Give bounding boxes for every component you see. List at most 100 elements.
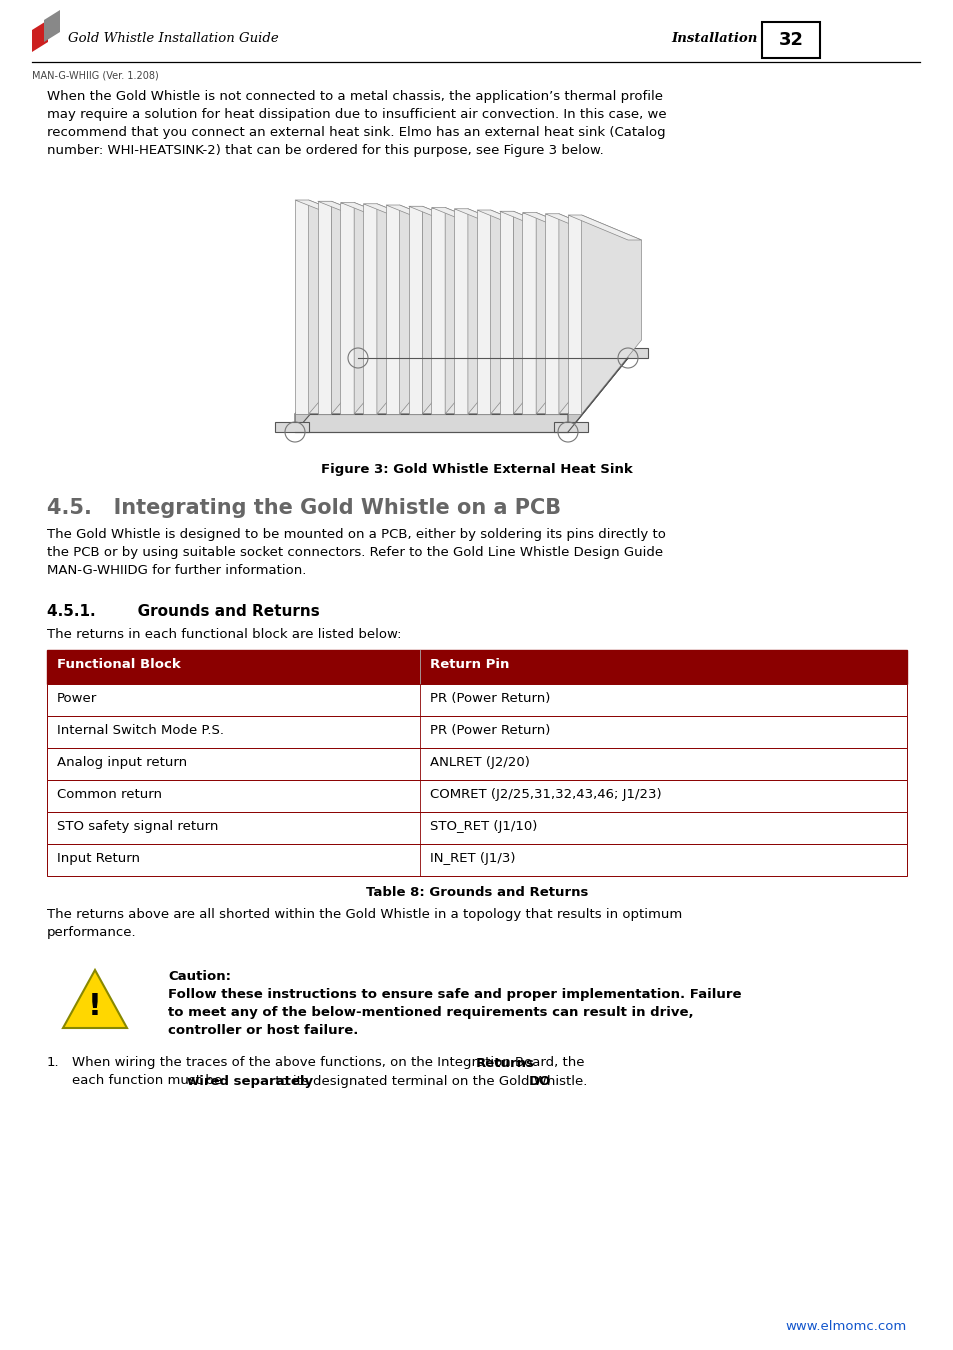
Polygon shape	[545, 213, 618, 239]
Polygon shape	[309, 200, 371, 414]
Polygon shape	[294, 340, 357, 432]
Polygon shape	[340, 202, 416, 228]
Polygon shape	[581, 215, 640, 414]
Polygon shape	[376, 204, 438, 414]
Text: to its designated terminal on the Gold Whistle.: to its designated terminal on the Gold W…	[272, 1075, 592, 1088]
Text: to meet any of the below-mentioned requirements can result in drive,: to meet any of the below-mentioned requi…	[168, 1006, 693, 1019]
Polygon shape	[445, 208, 506, 414]
Polygon shape	[431, 208, 506, 232]
Polygon shape	[467, 209, 529, 414]
Text: Returns: Returns	[476, 1057, 535, 1071]
Bar	[47, 649, 906, 684]
Polygon shape	[386, 205, 461, 230]
Polygon shape	[476, 211, 551, 235]
Text: COMRET (J2/25,31,32,43,46; J1/23): COMRET (J2/25,31,32,43,46; J1/23)	[430, 788, 661, 801]
Text: Figure 3: Gold Whistle External Heat Sink: Figure 3: Gold Whistle External Heat Sin…	[321, 463, 632, 477]
Polygon shape	[63, 971, 127, 1027]
Text: 4.5.   Integrating the Gold Whistle on a PCB: 4.5. Integrating the Gold Whistle on a P…	[47, 498, 560, 518]
Polygon shape	[44, 9, 60, 42]
Text: Internal Switch Mode P.S.: Internal Switch Mode P.S.	[57, 724, 224, 737]
Polygon shape	[567, 215, 640, 240]
Polygon shape	[422, 207, 483, 414]
Text: the PCB or by using suitable socket connectors. Refer to the Gold Line Whistle D: the PCB or by using suitable socket conn…	[47, 545, 662, 559]
Polygon shape	[399, 205, 461, 414]
Polygon shape	[274, 423, 309, 432]
Polygon shape	[32, 20, 48, 53]
Polygon shape	[522, 212, 596, 238]
Polygon shape	[614, 348, 647, 358]
Bar	[47, 748, 906, 780]
Polygon shape	[317, 201, 394, 227]
Text: 32: 32	[778, 31, 802, 49]
Polygon shape	[522, 212, 536, 414]
Polygon shape	[363, 204, 376, 414]
Polygon shape	[340, 202, 354, 414]
Polygon shape	[499, 211, 574, 236]
Polygon shape	[454, 209, 467, 414]
Text: DO: DO	[528, 1075, 551, 1088]
Polygon shape	[294, 340, 627, 414]
Text: When the Gold Whistle is not connected to a metal chassis, the application’s the: When the Gold Whistle is not connected t…	[47, 90, 662, 103]
Polygon shape	[476, 211, 490, 414]
Text: PR (Power Return): PR (Power Return)	[430, 693, 550, 705]
Polygon shape	[490, 211, 551, 414]
Text: Gold Whistle Installation Guide: Gold Whistle Installation Guide	[68, 31, 278, 45]
Text: When wiring the traces of the above functions, on the Integration Board, the: When wiring the traces of the above func…	[71, 1056, 588, 1069]
Polygon shape	[317, 201, 331, 414]
Text: 1.: 1.	[47, 1056, 59, 1069]
Text: Power: Power	[57, 693, 97, 705]
Text: PR (Power Return): PR (Power Return)	[430, 724, 550, 737]
Text: Analog input return: Analog input return	[57, 756, 187, 770]
Text: MAN-G-WHIIDG for further information.: MAN-G-WHIIDG for further information.	[47, 564, 306, 576]
Text: number: WHI-HEATSINK-2) that can be ordered for this purpose, see Figure 3 below: number: WHI-HEATSINK-2) that can be orde…	[47, 144, 603, 157]
Text: STO_RET (J1/10): STO_RET (J1/10)	[430, 819, 537, 833]
Polygon shape	[567, 340, 627, 432]
Polygon shape	[408, 207, 422, 414]
Text: IN_RET (J1/3): IN_RET (J1/3)	[430, 852, 515, 865]
Text: Table 8: Grounds and Returns: Table 8: Grounds and Returns	[365, 886, 588, 899]
Text: Caution:: Caution:	[168, 971, 231, 983]
Polygon shape	[408, 207, 483, 231]
Polygon shape	[386, 205, 399, 414]
Polygon shape	[536, 212, 596, 414]
Text: wired separately: wired separately	[188, 1075, 314, 1088]
Text: Common return: Common return	[57, 788, 162, 801]
Bar	[47, 780, 906, 811]
Polygon shape	[331, 201, 394, 414]
Polygon shape	[354, 202, 416, 414]
Polygon shape	[363, 204, 438, 228]
Polygon shape	[337, 348, 372, 358]
Polygon shape	[567, 215, 581, 414]
Polygon shape	[513, 211, 574, 414]
Text: controller or host failure.: controller or host failure.	[168, 1025, 358, 1037]
Bar	[47, 844, 906, 876]
Bar	[47, 811, 906, 844]
Text: each function must be: each function must be	[71, 1075, 226, 1087]
Text: Installation: Installation	[671, 31, 758, 45]
Text: performance.: performance.	[47, 926, 136, 940]
Text: www.elmomc.com: www.elmomc.com	[785, 1320, 906, 1332]
Polygon shape	[558, 213, 618, 414]
Text: The returns in each functional block are listed below:: The returns in each functional block are…	[47, 628, 401, 641]
Text: Input Return: Input Return	[57, 852, 140, 865]
Polygon shape	[554, 423, 587, 432]
Polygon shape	[545, 213, 558, 414]
Text: MAN-G-WHIIG (Ver. 1.208): MAN-G-WHIIG (Ver. 1.208)	[32, 70, 158, 80]
Bar	[47, 716, 906, 748]
Polygon shape	[294, 200, 371, 225]
Polygon shape	[294, 358, 627, 432]
Polygon shape	[454, 209, 529, 234]
Polygon shape	[294, 200, 309, 414]
Text: STO safety signal return: STO safety signal return	[57, 819, 218, 833]
Text: Functional Block: Functional Block	[57, 657, 180, 671]
Text: Follow these instructions to ensure safe and proper implementation. Failure: Follow these instructions to ensure safe…	[168, 988, 740, 1000]
Text: !: !	[88, 992, 102, 1021]
Text: The Gold Whistle is designed to be mounted on a PCB, either by soldering its pin: The Gold Whistle is designed to be mount…	[47, 528, 665, 541]
Text: 4.5.1.        Grounds and Returns: 4.5.1. Grounds and Returns	[47, 603, 319, 620]
Text: ANLRET (J2/20): ANLRET (J2/20)	[430, 756, 529, 770]
Text: The returns above are all shorted within the Gold Whistle in a topology that res: The returns above are all shorted within…	[47, 909, 681, 921]
Text: may require a solution for heat dissipation due to insufficient air convection. : may require a solution for heat dissipat…	[47, 108, 666, 122]
Text: recommend that you connect an external heat sink. Elmo has an external heat sink: recommend that you connect an external h…	[47, 126, 665, 139]
Bar	[47, 684, 906, 716]
Polygon shape	[431, 208, 445, 414]
